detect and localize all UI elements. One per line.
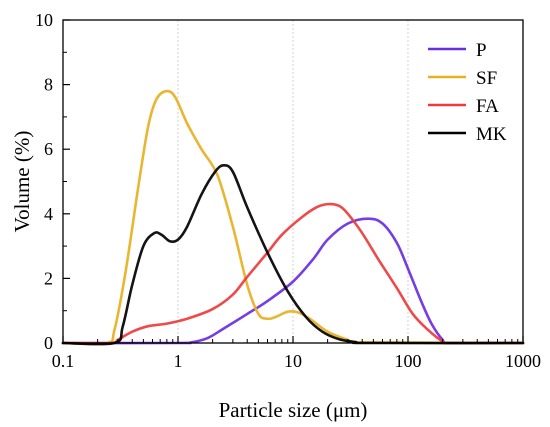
series-line-p [61,217,525,345]
y-tick-label: 2 [44,268,53,288]
x-tick-label: 1000 [505,351,541,371]
series-layer [61,89,525,346]
legend-label-sf: SF [476,68,497,89]
y-tick-label: 10 [35,10,53,30]
y-tick-label: 6 [44,139,53,159]
x-tick-label: 1 [174,351,183,371]
series-line-mk [61,164,525,346]
series-line-fa [61,202,525,345]
legend-label-mk: MK [476,124,507,145]
x-tick-label: 10 [284,351,302,371]
grid-layer [177,20,409,343]
x-tick-label: 0.1 [52,351,75,371]
y-tick-label: 8 [44,75,53,95]
legend-label-p: P [476,40,487,61]
tick-layer: 0.1 1 10 100 1000 0 2 4 6 8 10 [35,10,541,371]
series-line-sf [61,89,525,346]
y-tick-label: 0 [44,333,53,353]
y-tick-label: 4 [44,204,53,224]
legend-label-fa: FA [476,96,499,117]
x-axis-title: Particle size (μm) [219,398,368,422]
y-axis-title: Volume (%) [10,131,34,233]
x-tick-label: 100 [395,351,422,371]
legend: P SF FA MK [428,40,507,145]
